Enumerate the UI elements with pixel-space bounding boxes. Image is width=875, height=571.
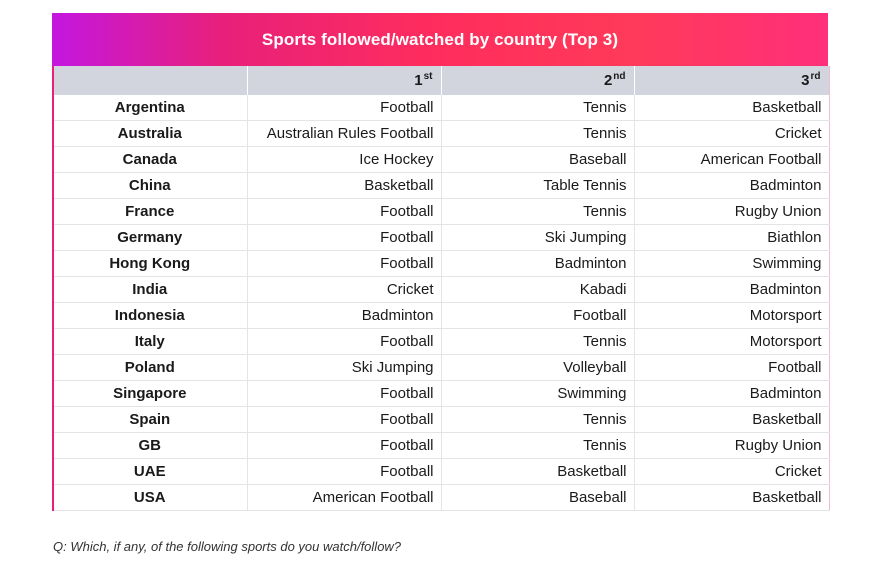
country-cell: Spain [53,406,248,433]
third-sport-cell: Cricket [634,120,829,147]
third-sport-cell: Badminton [634,172,829,199]
column-header-row: 1st 2nd 3rd [53,66,829,95]
second-sport-cell: Tennis [441,198,635,225]
second-sport-cell: Basketball [441,458,635,485]
first-sport-cell: Football [247,224,442,251]
sports-table: 1st 2nd 3rd Argentina Football Tennis Baske… [52,66,830,511]
country-cell: Australia [53,120,248,147]
first-sport-cell: Football [247,458,442,485]
first-sport-cell: Football [247,432,442,459]
second-sport-cell: Kabadi [441,276,635,303]
table-row: China Basketball Table Tennis Badminton [53,172,829,199]
third-sport-cell: Badminton [634,380,829,407]
first-sport-cell: Football [247,380,442,407]
column-header-country [53,66,248,95]
table-row: Indonesia Badminton Football Motorsport [53,302,829,329]
table-row: Hong Kong Football Badminton Swimming [53,250,829,277]
country-cell: Germany [53,224,248,251]
first-sport-cell: Australian Rules Football [247,120,442,147]
table-row: Argentina Football Tennis Basketball [53,95,829,121]
third-sport-cell: Swimming [634,250,829,277]
country-cell: Indonesia [53,302,248,329]
country-cell: Poland [53,354,248,381]
second-sport-cell: Tennis [441,95,635,121]
country-cell: Argentina [53,95,248,121]
table-row: Spain Football Tennis Basketball [53,406,829,433]
country-cell: Hong Kong [53,250,248,277]
country-cell: India [53,276,248,303]
first-sport-cell: Ice Hockey [247,146,442,173]
country-cell: USA [53,484,248,511]
third-sport-cell: Football [634,354,829,381]
table-row: USA American Football Baseball Basketball [53,484,829,511]
second-sport-cell: Baseball [441,146,635,173]
third-sport-cell: Rugby Union [634,198,829,225]
country-cell: Italy [53,328,248,355]
country-cell: China [53,172,248,199]
country-cell: Singapore [53,380,248,407]
first-sport-cell: Football [247,198,442,225]
second-sport-cell: Tennis [441,120,635,147]
first-sport-cell: American Football [247,484,442,511]
second-sport-cell: Volleyball [441,354,635,381]
third-sport-cell: Motorsport [634,302,829,329]
survey-question-footnote: Q: Which, if any, of the following sport… [53,539,402,554]
second-sport-cell: Badminton [441,250,635,277]
first-sport-cell: Basketball [247,172,442,199]
column-header-second: 2nd [441,66,635,95]
second-sport-cell: Football [441,302,635,329]
table-row: India Cricket Kabadi Badminton [53,276,829,303]
table-title: Sports followed/watched by country (Top … [52,13,828,66]
third-sport-cell: Rugby Union [634,432,829,459]
table-row: Australia Australian Rules Football Tennis… [53,120,829,147]
column-header-third: 3rd [634,66,829,95]
table-row: Canada Ice Hockey Baseball American Footbal… [53,146,829,173]
third-sport-cell: Basketball [752,99,822,116]
table-row: GB Football Tennis Rugby Union [53,432,829,459]
third-sport-cell: Badminton [634,276,829,303]
third-sport-cell: Motorsport [634,328,829,355]
first-sport-cell: Football [247,328,442,355]
country-cell: GB [53,432,248,459]
second-sport-cell: Swimming [441,380,635,407]
table-body: Argentina Football Tennis Basketball Austral… [53,95,829,511]
country-cell: Canada [53,146,248,173]
second-sport-cell: Tennis [441,406,635,433]
second-sport-cell: Table Tennis [441,172,635,199]
second-sport-cell: Tennis [441,432,635,459]
first-sport-cell: Football [247,95,442,121]
third-sport-cell: American Football [634,146,829,173]
country-cell: France [53,198,248,225]
second-sport-cell: Baseball [441,484,635,511]
table-row: Singapore Football Swimming Badminton [53,380,829,407]
table-row: France Football Tennis Rugby Union [53,198,829,225]
column-header-first: 1st [247,66,442,95]
first-sport-cell: Cricket [247,276,442,303]
country-cell: UAE [53,458,248,485]
third-sport-cell: Basketball [634,406,829,433]
third-sport-cell: Biathlon [634,224,829,251]
table-row: UAE Football Basketball Cricket [53,458,829,485]
table-row: Italy Football Tennis Motorsport [53,328,829,355]
third-sport-cell: Basketball [634,484,829,511]
sports-table-container: Sports followed/watched by country (Top … [52,13,830,511]
first-sport-cell: Football [247,250,442,277]
table-row: Germany Football Ski Jumping Biathlon [53,224,829,251]
third-sport-cell: Cricket [634,458,829,485]
table-row: Poland Ski Jumping Volleyball Football [53,354,829,381]
first-sport-cell: Football [247,406,442,433]
second-sport-cell: Ski Jumping [441,224,635,251]
first-sport-cell: Ski Jumping [247,354,442,381]
second-sport-cell: Tennis [441,328,635,355]
first-sport-cell: Badminton [247,302,442,329]
